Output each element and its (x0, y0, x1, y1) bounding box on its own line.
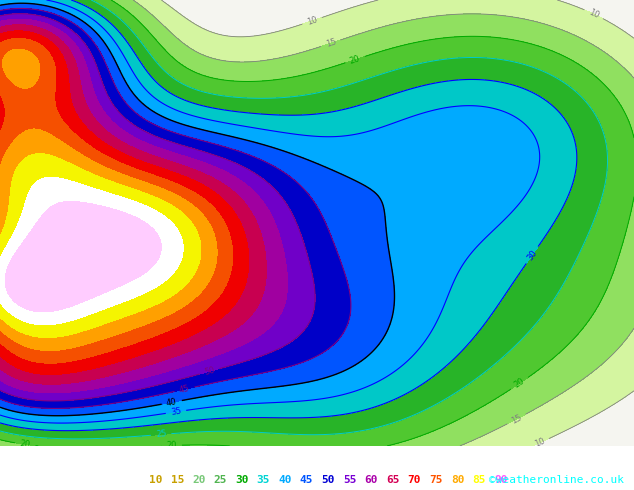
Text: 20: 20 (20, 439, 31, 450)
Text: 30: 30 (235, 475, 249, 485)
Text: 80: 80 (451, 475, 464, 485)
Text: 40: 40 (278, 475, 292, 485)
Text: 35: 35 (257, 475, 270, 485)
Text: Surface pressure [hPa] ECMWF: Surface pressure [hPa] ECMWF (6, 455, 206, 468)
Text: 35: 35 (170, 407, 182, 417)
Text: 70: 70 (408, 475, 421, 485)
Text: 15: 15 (325, 37, 337, 49)
Text: 15: 15 (510, 413, 523, 425)
Text: 15: 15 (171, 475, 184, 485)
Text: 20: 20 (513, 377, 527, 390)
Text: 40: 40 (165, 397, 178, 408)
Text: 10: 10 (149, 475, 162, 485)
Text: Isotachs 10m (km/h): Isotachs 10m (km/h) (6, 475, 134, 485)
Text: 20: 20 (349, 54, 361, 66)
Text: 30: 30 (526, 248, 539, 262)
Text: 50: 50 (321, 475, 335, 485)
Text: 45: 45 (178, 384, 191, 395)
Text: 25: 25 (155, 430, 167, 440)
Text: 65: 65 (386, 475, 399, 485)
Text: 10: 10 (533, 437, 547, 449)
Text: 25: 25 (214, 475, 227, 485)
Text: 75: 75 (429, 475, 443, 485)
Text: 20: 20 (166, 441, 177, 450)
Text: 20: 20 (192, 475, 205, 485)
Text: 60: 60 (365, 475, 378, 485)
Text: 10: 10 (587, 8, 600, 21)
Text: 85: 85 (472, 475, 486, 485)
Text: 55: 55 (343, 475, 356, 485)
Text: ©weatheronline.co.uk: ©weatheronline.co.uk (489, 475, 624, 485)
Text: 50: 50 (204, 366, 216, 377)
Text: 45: 45 (300, 475, 313, 485)
Text: 10: 10 (306, 15, 318, 27)
Text: 90: 90 (494, 475, 507, 485)
Text: Th 30-05-2024 06:00 UTC (00+06): Th 30-05-2024 06:00 UTC (00+06) (407, 455, 628, 468)
